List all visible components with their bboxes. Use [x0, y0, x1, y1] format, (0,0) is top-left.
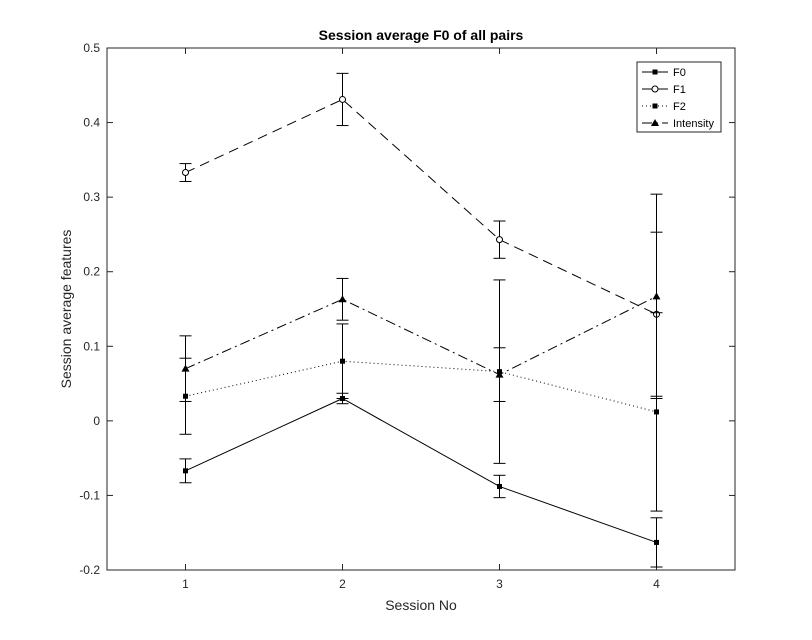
legend-marker [652, 103, 658, 109]
axis-ticks: 1 2 3 4 -0.2 -0.1 0 0.1 0.2 0.3 0.4 0.5 [79, 41, 735, 591]
legend-item-f2: F2 [642, 101, 686, 113]
x-tick-label: 1 [182, 577, 189, 591]
legend-label: F0 [673, 67, 686, 79]
legend-label: F1 [673, 84, 686, 96]
data-point [495, 370, 504, 378]
x-tick-label: 4 [653, 577, 660, 591]
series-line-intensity [185, 295, 657, 376]
series-line-f0 [185, 397, 657, 543]
legend-marker [651, 85, 659, 93]
x-tick-label: 3 [496, 577, 503, 591]
x-tick-label: 2 [339, 577, 346, 591]
data-point [654, 409, 659, 415]
y-tick-label: 0.2 [83, 265, 100, 279]
y-tick-label: 0.5 [83, 41, 100, 55]
y-tick-label: 0.4 [83, 116, 100, 130]
legend-item-intensity: Intensity [642, 118, 714, 130]
legend-label: F2 [673, 101, 686, 113]
y-tick-label: -0.1 [79, 488, 100, 502]
data-point [340, 358, 345, 364]
y-axis-label: Session average features [58, 230, 74, 389]
legend-label: Intensity [673, 118, 714, 130]
legend-item-f1: F1 [642, 84, 686, 96]
series-layer [179, 72, 663, 568]
chart-title: Session average F0 of all pairs [319, 27, 524, 43]
series-f0 [179, 392, 663, 568]
series-line-f2 [185, 360, 657, 413]
data-point [654, 539, 659, 545]
data-point [496, 236, 503, 244]
data-point [181, 364, 190, 372]
x-axis-label: Session No [385, 597, 457, 613]
y-tick-label: -0.2 [79, 563, 100, 577]
legend-marker [652, 69, 658, 75]
y-tick-label: 0.1 [83, 339, 100, 353]
data-point [652, 292, 661, 300]
data-point [338, 295, 347, 303]
data-point [182, 169, 189, 177]
plot-area [106, 47, 736, 571]
y-tick-label: 0.3 [83, 190, 100, 204]
legend: F0 F1 F2 Intensity [636, 61, 722, 133]
legend-marker [651, 119, 659, 126]
data-point [497, 483, 502, 489]
y-tick-label: 0 [93, 414, 100, 428]
legend-box [636, 61, 722, 133]
legend-item-f0: F0 [642, 67, 686, 79]
data-point [339, 95, 346, 103]
series-intensity [179, 193, 663, 402]
series-line-f1 [185, 98, 657, 315]
data-point [183, 468, 188, 474]
